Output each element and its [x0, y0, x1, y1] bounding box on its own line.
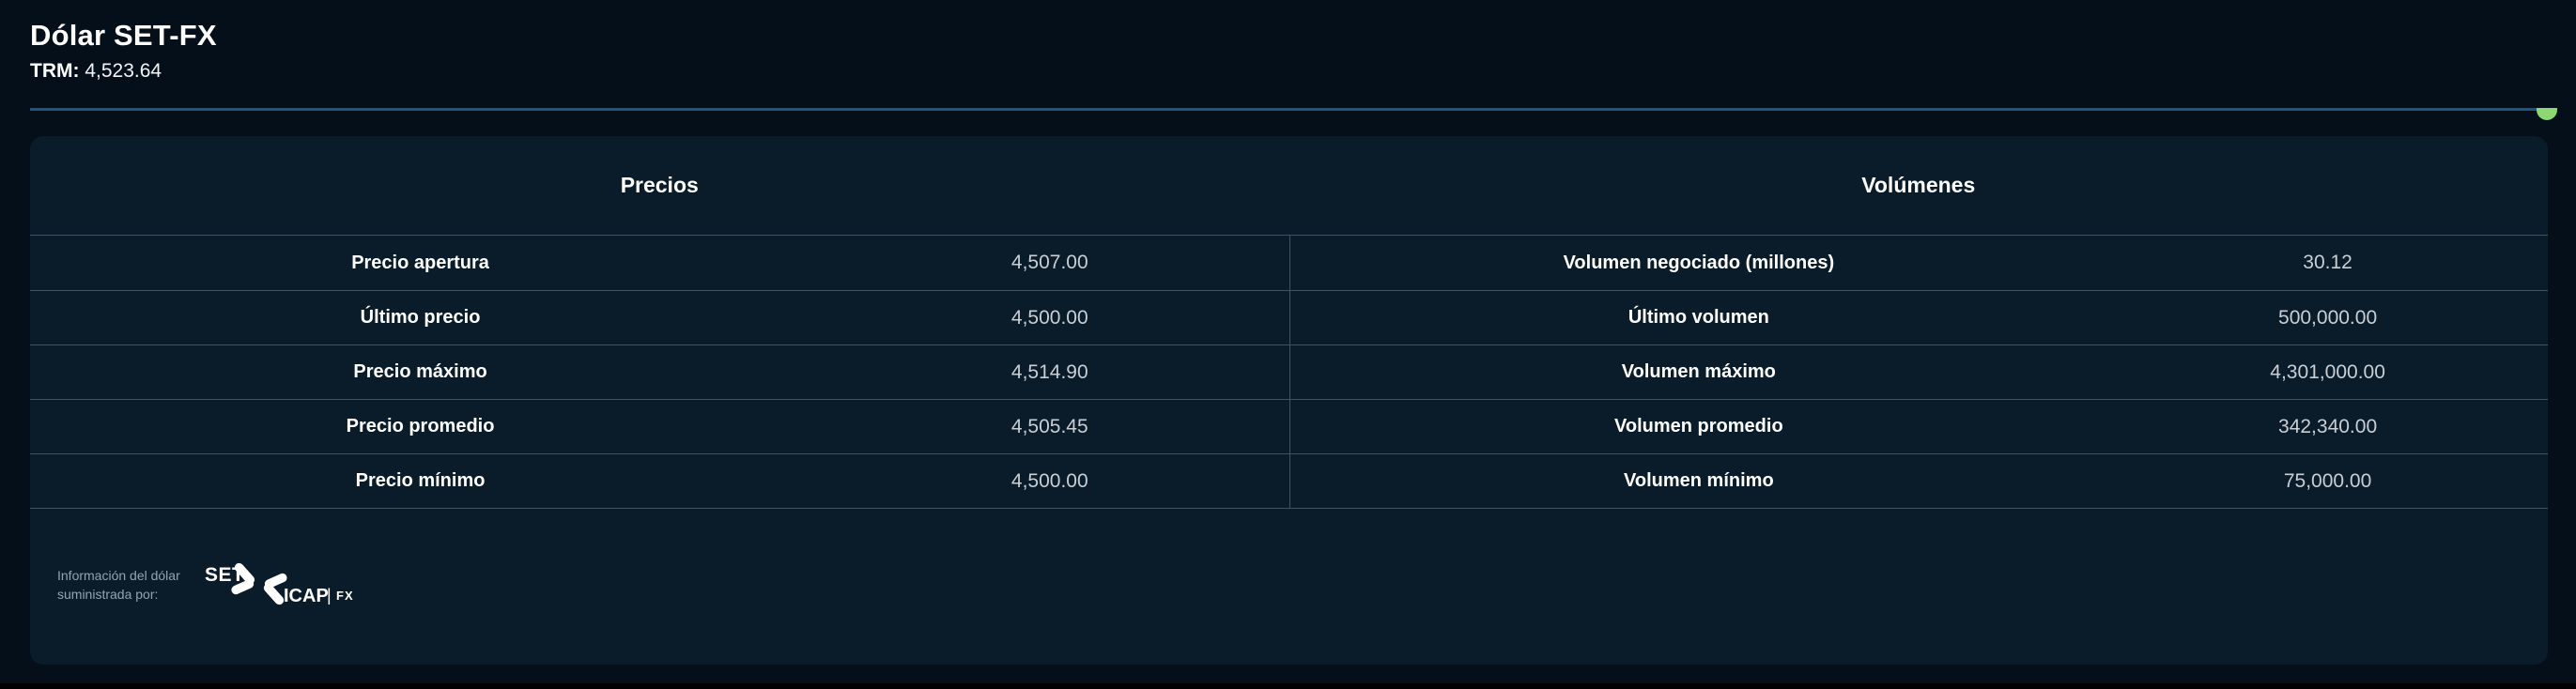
attribution-line1: Información del dólar — [57, 567, 180, 583]
row-label: Precio apertura — [351, 252, 489, 273]
row-value: 4,514.90 — [1010, 360, 1088, 383]
volumenes-table: Volumen negociado (millones) 30.12 Últim… — [1288, 236, 2549, 508]
precios-table: Precio apertura 4,507.00 Último precio 4… — [30, 236, 1289, 508]
card-footer: Información del dólar suministrada por: … — [30, 509, 2548, 661]
row-value: 75,000.00 — [2283, 469, 2372, 492]
logo-icap-text: ICAP — [284, 586, 329, 606]
pinwheel-icon — [231, 562, 287, 605]
logo-separator: | — [327, 586, 332, 605]
trm-label: TRM: — [30, 60, 80, 82]
table-header-row: Precios Volúmenes — [30, 136, 2548, 235]
row-label: Volumen máximo — [1621, 361, 1776, 382]
dollar-summary-card: Precios Volúmenes Precio apertura 4,507.… — [30, 136, 2548, 665]
row-label: Precio promedio — [346, 416, 495, 436]
row-value: 4,500.00 — [1010, 469, 1088, 492]
bottom-border-strip — [0, 683, 2576, 689]
table-row: Volumen mínimo 75,000.00 — [1289, 453, 2548, 508]
row-label: Último precio — [360, 307, 481, 328]
table-row: Precio mínimo 4,500.00 — [30, 453, 1289, 508]
row-label: Último volumen — [1627, 307, 1769, 328]
row-label: Volumen mínimo — [1624, 470, 1774, 491]
table-row: Último volumen 500,000.00 — [1289, 290, 2548, 344]
row-label: Precio máximo — [353, 361, 487, 382]
attribution-line2: suministrada por: — [57, 587, 159, 602]
row-value: 4,500.00 — [1010, 306, 1088, 329]
page-header: Dólar SET-FX TRM: 4,523.64 — [0, 0, 2576, 83]
table-row: Precio apertura 4,507.00 — [30, 236, 1289, 290]
row-value: 342,340.00 — [2278, 415, 2378, 437]
section-title-precios: Precios — [620, 173, 699, 197]
row-label: Volumen negociado (millones) — [1563, 252, 1835, 273]
table-row: Último precio 4,500.00 — [30, 290, 1289, 344]
scrollbar-track — [30, 108, 2557, 120]
page-title: Dólar SET-FX — [30, 19, 217, 52]
table-row: Precio máximo 4,514.90 — [30, 344, 1289, 399]
table-row: Precio promedio 4,505.45 — [30, 399, 1289, 453]
trm-line: TRM: 4,523.64 — [30, 60, 2546, 83]
trm-value: 4,523.64 — [85, 60, 162, 82]
set-icap-fx-logo: SET ICAP | FX — [205, 559, 364, 611]
row-value: 4,301,000.00 — [2270, 360, 2385, 383]
logo-fx-text: FX — [336, 589, 354, 603]
row-value: 4,505.45 — [1010, 415, 1088, 437]
table-body: Precio apertura 4,507.00 Último precio 4… — [30, 235, 2548, 509]
scroll-thumb-icon[interactable] — [2537, 108, 2557, 120]
row-value: 4,507.00 — [1010, 252, 1088, 273]
logo-set-text: SET — [205, 564, 244, 586]
table-row: Volumen negociado (millones) 30.12 — [1290, 236, 2549, 290]
table-row: Volumen promedio 342,340.00 — [1289, 399, 2548, 453]
row-value: 30.12 — [2303, 252, 2352, 273]
section-title-volumenes: Volúmenes — [1861, 173, 1976, 197]
attribution-text: Información del dólar suministrada por: — [57, 566, 180, 605]
row-value: 500,000.00 — [2278, 306, 2378, 329]
table-row: Volumen máximo 4,301,000.00 — [1289, 344, 2548, 399]
row-label: Volumen promedio — [1614, 416, 1783, 436]
row-label: Precio mínimo — [355, 470, 486, 491]
